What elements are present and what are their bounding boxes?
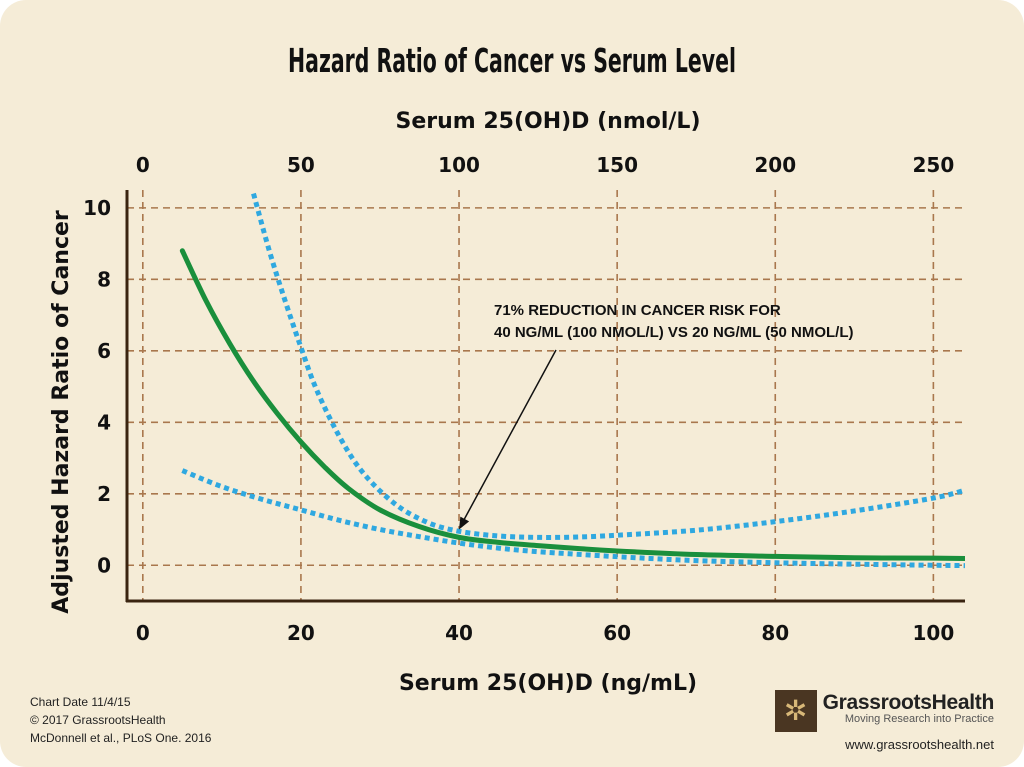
- citation: McDonnell et al., PLoS One. 2016: [30, 731, 212, 745]
- chart-title: Hazard Ratio of Cancer vs Serum Level: [288, 43, 736, 80]
- x-tick-label: 40: [445, 621, 473, 645]
- x-tick-label: 100: [913, 621, 955, 645]
- lower-ci-line: [181, 468, 965, 569]
- brand-tagline: Moving Research into Practice: [844, 713, 994, 725]
- x2-tick-label: 50: [287, 153, 315, 177]
- annotation-arrow-head: [459, 516, 470, 530]
- y-tick-label: 2: [97, 482, 111, 506]
- annotation-arrow-line: [462, 349, 557, 522]
- y-tick-label: 8: [97, 267, 111, 291]
- annotation: 71% REDUCTION IN CANCER RISK FOR 40 NG/M…: [459, 302, 854, 530]
- grid-layer: [127, 190, 965, 601]
- annotation-line-2: 40 NG/ML (100 NMOL/L) VS 20 NG/ML (50 NM…: [494, 324, 854, 341]
- y-tick-label: 10: [83, 196, 111, 220]
- x-tick-label: 20: [287, 621, 315, 645]
- bottom-axis-title: Serum 25(OH)D (ng/mL): [399, 671, 697, 696]
- upper-ci-line: [251, 192, 965, 540]
- x2-tick-label: 0: [136, 153, 150, 177]
- y-tick-label: 6: [97, 339, 111, 363]
- vitruvian-logo-icon: ✲: [774, 690, 817, 732]
- x-tick-label: 80: [761, 621, 789, 645]
- series-layer: [179, 192, 965, 569]
- top-axis-title: Serum 25(OH)D (nmol/L): [395, 109, 700, 134]
- x-tick-label: 60: [603, 621, 631, 645]
- y-tick-label: 4: [97, 410, 111, 434]
- brand-block: ✲ GrassrootsHealth Moving Research into …: [774, 690, 995, 754]
- annotation-line-1: 71% REDUCTION IN CANCER RISK FOR: [494, 302, 781, 319]
- y-tick-label: 0: [97, 553, 111, 577]
- brand-name: GrassrootsHealth: [822, 691, 995, 714]
- copyright: © 2017 GrassrootsHealth: [30, 713, 166, 727]
- x2-tick-label: 200: [754, 153, 796, 177]
- x2-tick-label: 250: [913, 153, 955, 177]
- y-axis-title: Adjusted Hazard Ratio of Cancer: [49, 210, 74, 614]
- footer-credits: Chart Date 11/4/15 © 2017 GrassrootsHeal…: [30, 693, 211, 747]
- x-tick-label: 0: [136, 621, 150, 645]
- chart-date: Chart Date 11/4/15: [30, 695, 131, 709]
- x2-tick-label: 150: [596, 153, 638, 177]
- fitted-curve-line: [179, 248, 965, 561]
- brand-url: www.grassrootshealth.net: [845, 737, 994, 752]
- x2-tick-label: 100: [438, 153, 480, 177]
- axis-layer: 0 20 40 60 80 100 0 50 100 150 200 250 0 2 4 6 8 10: [83, 153, 965, 645]
